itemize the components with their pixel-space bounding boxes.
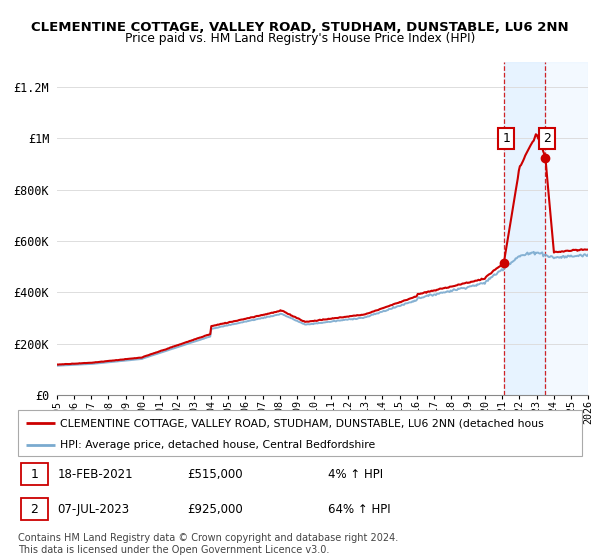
- Bar: [21, 463, 48, 485]
- Text: 64% ↑ HPI: 64% ↑ HPI: [328, 503, 391, 516]
- Text: Contains HM Land Registry data © Crown copyright and database right 2024.
This d: Contains HM Land Registry data © Crown c…: [18, 533, 398, 555]
- Text: 18-FEB-2021: 18-FEB-2021: [58, 468, 133, 480]
- Text: HPI: Average price, detached house, Central Bedfordshire: HPI: Average price, detached house, Cent…: [60, 440, 376, 450]
- Text: £925,000: £925,000: [187, 503, 243, 516]
- Bar: [505, 62, 545, 395]
- Bar: [21, 498, 48, 520]
- Text: 1: 1: [31, 468, 38, 480]
- Text: 07-JUL-2023: 07-JUL-2023: [58, 503, 130, 516]
- Text: £515,000: £515,000: [187, 468, 243, 480]
- Text: CLEMENTINE COTTAGE, VALLEY ROAD, STUDHAM, DUNSTABLE, LU6 2NN: CLEMENTINE COTTAGE, VALLEY ROAD, STUDHAM…: [31, 21, 569, 34]
- Text: CLEMENTINE COTTAGE, VALLEY ROAD, STUDHAM, DUNSTABLE, LU6 2NN (detached hous: CLEMENTINE COTTAGE, VALLEY ROAD, STUDHAM…: [60, 418, 544, 428]
- Text: Price paid vs. HM Land Registry's House Price Index (HPI): Price paid vs. HM Land Registry's House …: [125, 32, 475, 45]
- Text: 4% ↑ HPI: 4% ↑ HPI: [328, 468, 383, 480]
- Text: 2: 2: [543, 132, 551, 145]
- Bar: [545, 62, 588, 395]
- Text: 1: 1: [502, 132, 510, 145]
- Text: 2: 2: [31, 503, 38, 516]
